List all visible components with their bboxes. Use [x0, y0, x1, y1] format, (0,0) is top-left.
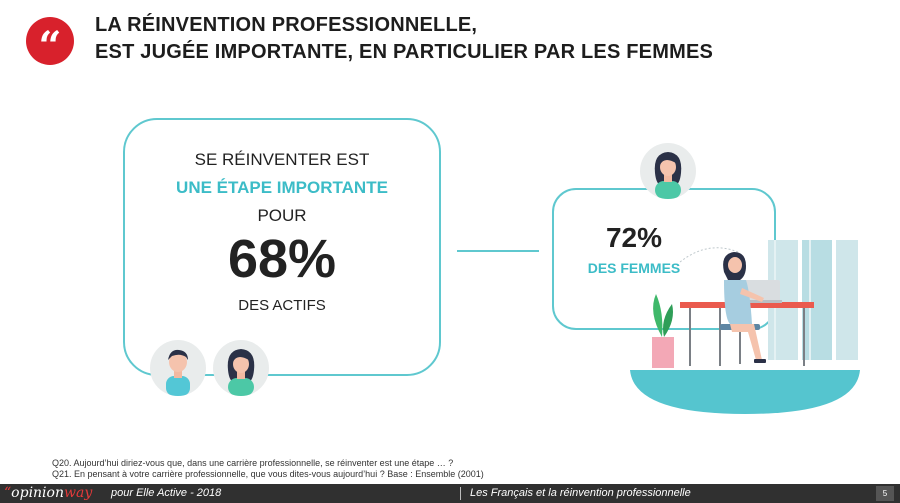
stat-line-3: POUR: [257, 206, 307, 225]
stat-line-4: DES ACTIFS: [238, 297, 326, 314]
footer-client: pour Elle Active - 2018: [111, 487, 222, 499]
stat-percent-actifs: 68%: [227, 229, 337, 289]
opinionway-logo: “opinionway: [4, 485, 93, 501]
footer-bar: “opinionway pour Elle Active - 2018 Les …: [0, 484, 900, 503]
slide-title: LA RÉINVENTION PROFESSIONNELLE, EST JUGÉ…: [95, 12, 713, 66]
stat-label-femmes: DES FEMMES: [587, 260, 681, 276]
footnote-q20: Q20. Aujourd’hui diriez-vous que, dans u…: [52, 458, 454, 468]
stat-line-1: SE RÉINVENTER EST: [194, 150, 370, 169]
quote-icon: “: [26, 17, 74, 70]
footer-divider: [460, 487, 461, 500]
footer-study-title: Les Français et la réinvention professio…: [470, 487, 691, 499]
stat-box-actifs: SE RÉINVENTER EST UNE ÉTAPE IMPORTANTE P…: [123, 118, 441, 376]
title-line-2: EST JUGÉE IMPORTANTE, EN PARTICULIER PAR…: [95, 41, 714, 63]
man-avatar-icon: [150, 340, 206, 396]
page-number: 5: [876, 486, 894, 501]
title-line-1: LA RÉINVENTION PROFESSIONNELLE,: [95, 14, 478, 36]
woman-avatar-icon: [640, 143, 696, 199]
footnote-q21: Q21. En pensant à votre carrière profess…: [52, 469, 484, 479]
woman-avatar-icon: [213, 340, 269, 396]
connector-line: [457, 250, 539, 252]
woman-at-desk-illustration: [630, 240, 860, 414]
stat-percent-femmes: 72%: [605, 222, 663, 253]
stat-line-2: UNE ÉTAPE IMPORTANTE: [176, 178, 388, 197]
